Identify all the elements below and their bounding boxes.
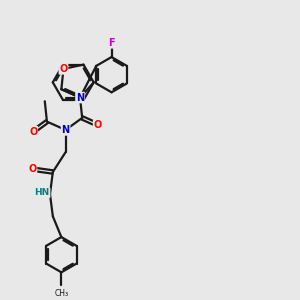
Text: O: O	[94, 120, 102, 130]
Text: HN: HN	[34, 188, 50, 197]
Text: N: N	[61, 125, 70, 135]
Text: O: O	[59, 64, 68, 74]
Text: F: F	[108, 38, 115, 48]
Text: O: O	[28, 164, 37, 174]
Text: CH₃: CH₃	[54, 289, 68, 298]
Text: N: N	[76, 93, 84, 103]
Text: O: O	[29, 127, 37, 136]
